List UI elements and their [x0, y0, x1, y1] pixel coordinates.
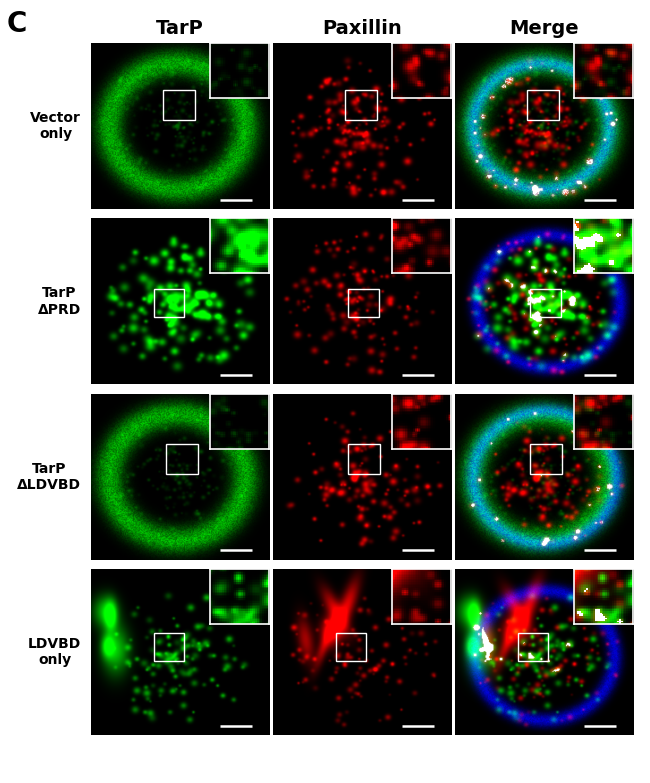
Bar: [530, 444, 562, 474]
Bar: [336, 633, 366, 661]
Text: C: C: [6, 10, 27, 38]
Bar: [166, 444, 198, 474]
Text: Merge: Merge: [509, 20, 579, 38]
Bar: [348, 444, 380, 474]
Text: Vector
only: Vector only: [31, 111, 81, 141]
Bar: [162, 90, 195, 120]
Bar: [526, 90, 559, 120]
Bar: [344, 90, 377, 120]
Text: TarP
ΔLDVBD: TarP ΔLDVBD: [18, 462, 81, 492]
Text: TarP: TarP: [156, 20, 204, 38]
Text: Paxillin: Paxillin: [322, 20, 402, 38]
Text: LDVBD
only: LDVBD only: [28, 637, 81, 667]
Bar: [154, 633, 184, 661]
Bar: [518, 633, 548, 661]
Bar: [348, 289, 378, 317]
Text: TarP
ΔPRD: TarP ΔPRD: [38, 287, 81, 316]
Bar: [530, 289, 560, 317]
Bar: [154, 289, 184, 317]
